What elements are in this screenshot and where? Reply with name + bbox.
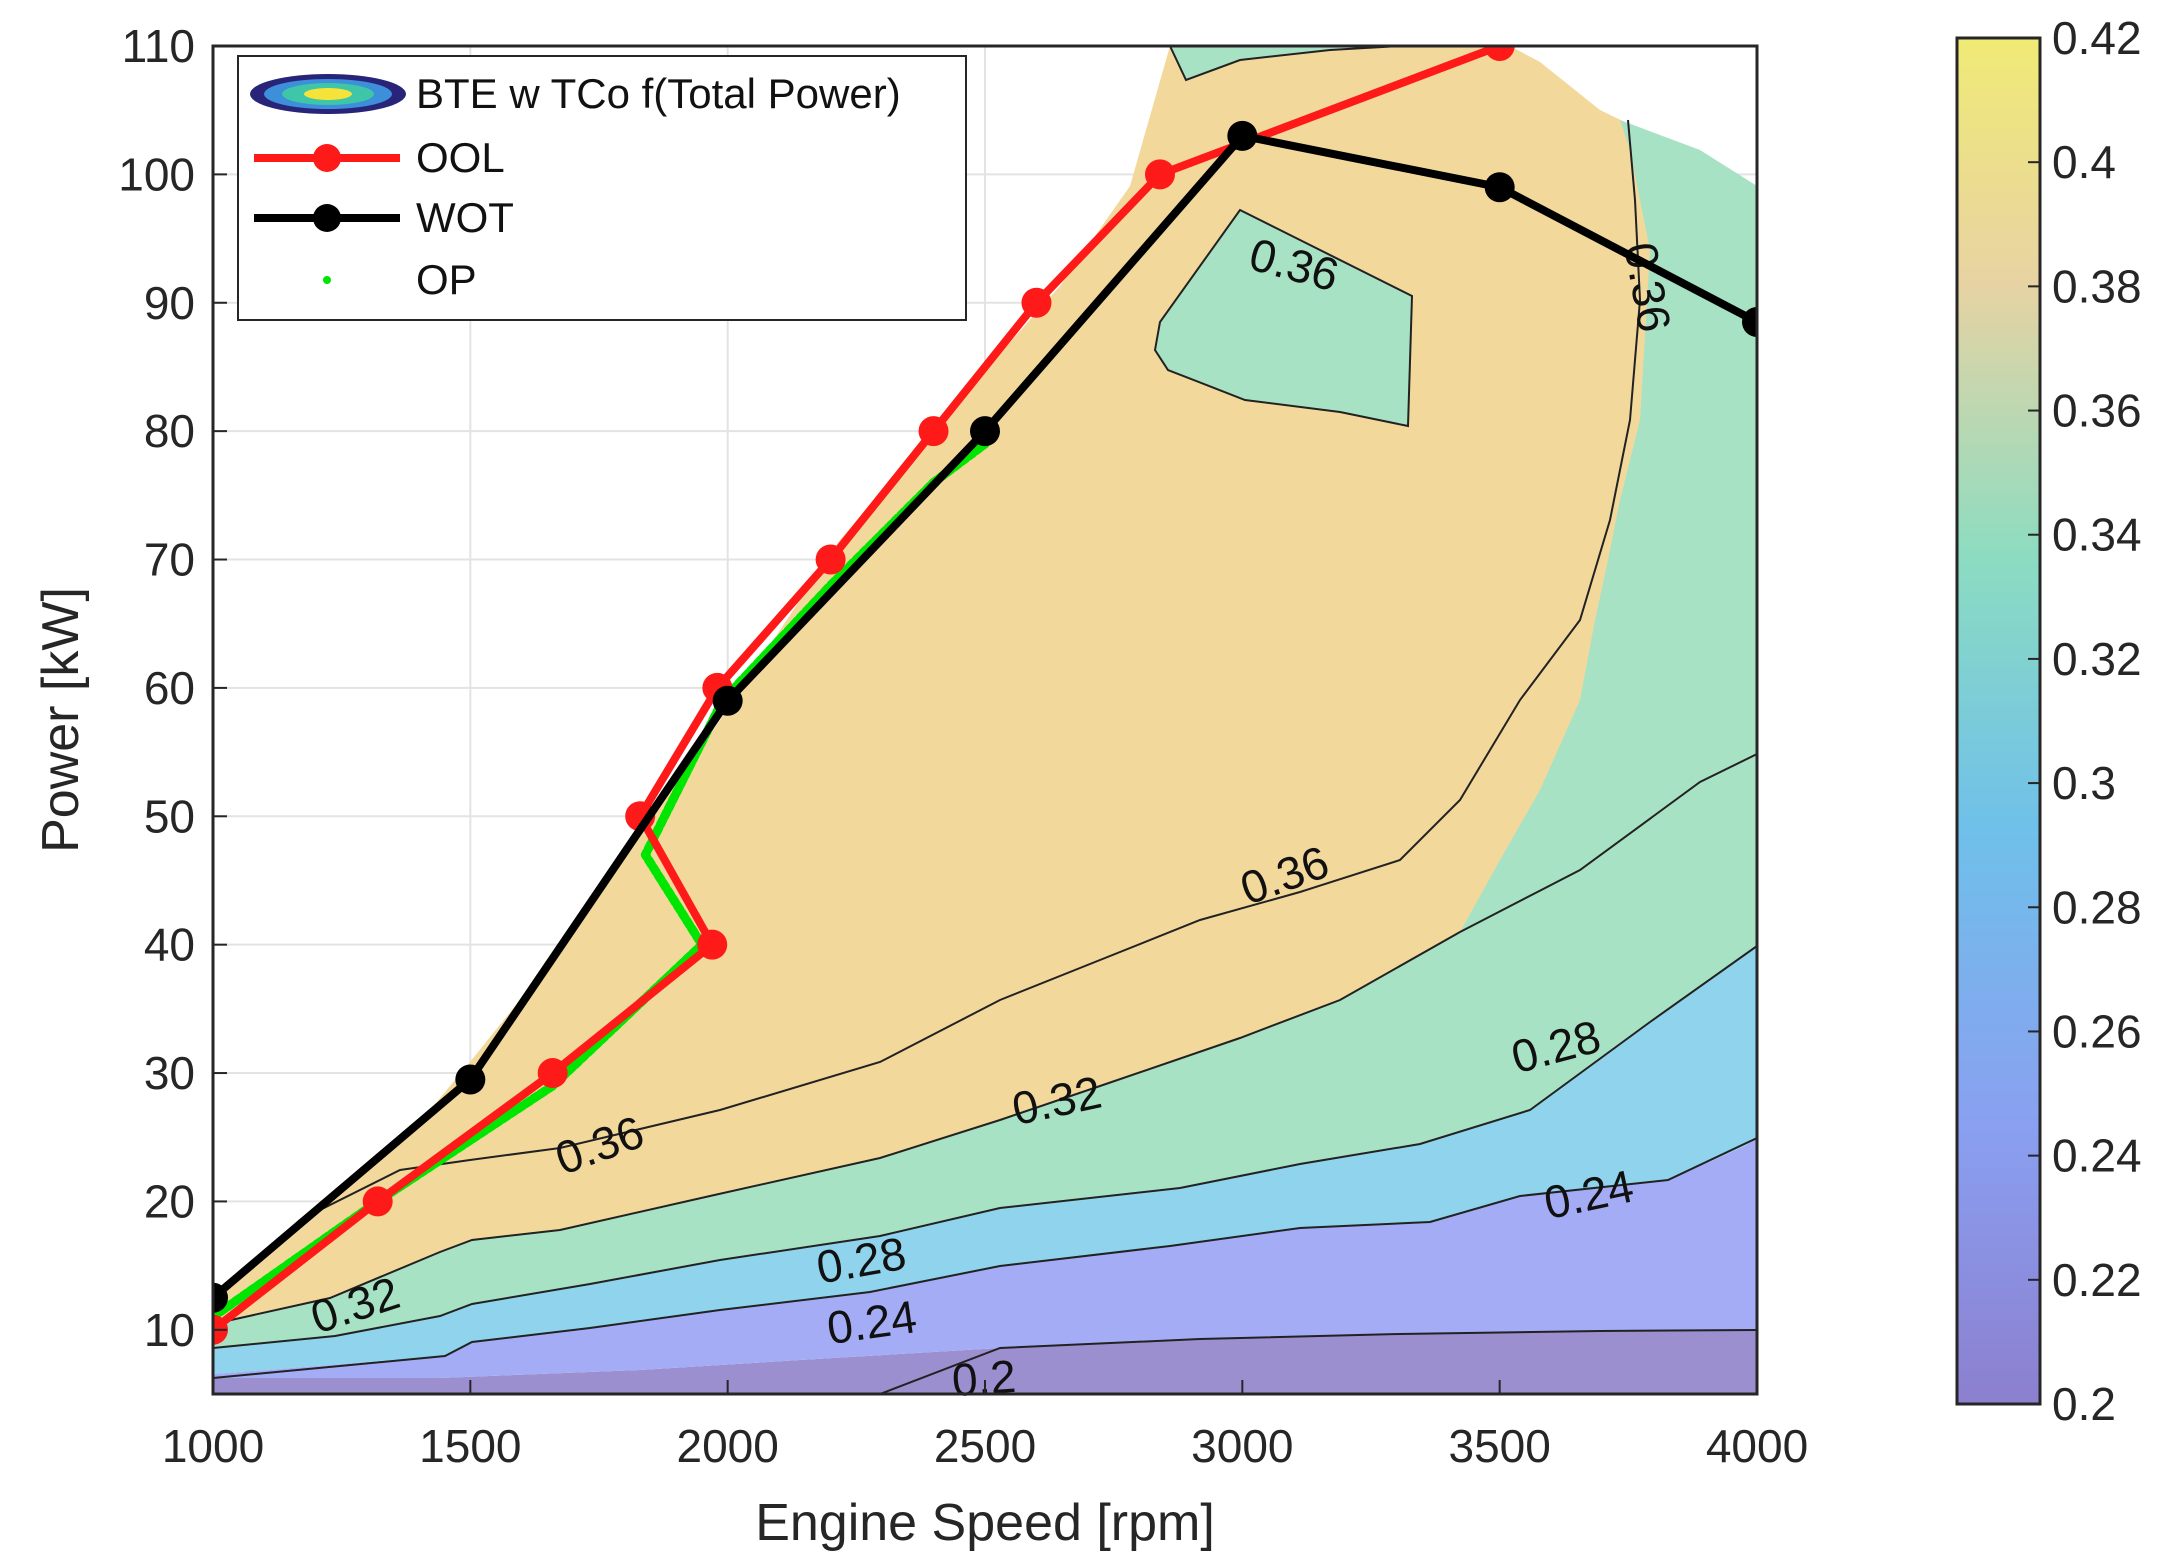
x-axis-label: Engine Speed [rpm]	[755, 1494, 1215, 1552]
wot-point	[213, 1282, 228, 1313]
wot-point	[970, 416, 1000, 447]
y-axis-label: Power [kW]	[32, 587, 90, 853]
legend-contour-icon	[250, 74, 406, 114]
isoline-0-32	[213, 753, 1757, 1325]
y-tick-label: 80	[144, 405, 195, 457]
ool-point	[697, 929, 728, 960]
x-tick-label: 1000	[162, 1420, 264, 1472]
colorbar-tick-label: 0.34	[2052, 509, 2142, 561]
colorbar-tick-label: 0.28	[2052, 881, 2142, 933]
y-tick-label: 10	[144, 1304, 195, 1356]
band-0-24-0-28	[213, 1138, 1757, 1378]
wot-point	[712, 685, 743, 716]
band-0-20-0-24	[213, 1330, 1757, 1394]
colorbar-tick-label: 0.32	[2052, 633, 2142, 685]
colorbar: 0.2 0.22 0.24 0.26 0.28 0.3 0.32 0.34 0.36 0.38 0.…	[1955, 12, 2142, 1430]
contour-island-0-36	[1153, 208, 1414, 428]
y-tick-label: 20	[144, 1175, 195, 1227]
contour-label: 0.24	[824, 1290, 920, 1354]
y-tick-label: 50	[144, 790, 195, 842]
isoline-0-28	[213, 945, 1757, 1349]
legend-ool-marker	[313, 144, 341, 172]
colorbar-tick-label: 0.4	[2052, 136, 2116, 188]
y-axis-ticks: 10 20 30 40 50 60 70 80 90 100 110	[118, 20, 227, 1356]
isoline-0-36-lower	[213, 119, 1642, 1303]
colorbar-tick-label: 0.38	[2052, 260, 2142, 312]
colorbar-ticks: 0.2 0.22 0.24 0.26 0.28 0.3 0.32 0.34 0.36 0.38 0.…	[2028, 12, 2142, 1430]
x-tick-label: 4000	[1706, 1420, 1808, 1472]
colorbar-tick-label: 0.3	[2052, 757, 2116, 809]
ool-point	[918, 416, 949, 447]
legend-op-marker	[323, 276, 331, 284]
wot-point	[1742, 307, 1757, 338]
series-layer	[213, 46, 1757, 1345]
ool-point	[1484, 46, 1515, 61]
x-tick-label: 2500	[934, 1420, 1036, 1472]
colorbar-box	[1955, 36, 2042, 1406]
colorbar-tick-label: 0.22	[2052, 1254, 2142, 1306]
ool-point	[1021, 287, 1052, 318]
ool-point	[362, 1186, 393, 1217]
contour-lines	[213, 46, 1757, 1394]
ool-point	[537, 1058, 568, 1089]
wot-point	[1484, 172, 1515, 203]
ool-point	[1144, 159, 1175, 190]
y-tick-label: 30	[144, 1047, 195, 1099]
band-0-32-0-36	[213, 754, 1757, 1348]
x-tick-label: 1500	[419, 1420, 521, 1472]
x-tick-label: 2000	[676, 1420, 778, 1472]
legend: BTE w TCo f(Total Power) OOL WOT OP	[237, 55, 967, 321]
y-tick-label: 110	[122, 20, 195, 72]
ool-point	[815, 544, 846, 575]
y-tick-label: 100	[118, 148, 195, 200]
colorbar-tick-label: 0.26	[2052, 1005, 2142, 1057]
colorbar-tick-label: 0.42	[2052, 12, 2142, 64]
band-0-28-0-32	[213, 946, 1757, 1374]
colorbar-tick-label: 0.36	[2052, 385, 2142, 437]
y-tick-label: 40	[144, 919, 195, 971]
legend-label-ool: OOL	[416, 134, 505, 181]
colorbar-tick-label: 0.24	[2052, 1130, 2142, 1182]
y-tick-label: 60	[144, 662, 195, 714]
contour-region-right	[1595, 120, 1757, 620]
legend-label-bte: BTE w TCo f(Total Power)	[416, 70, 901, 117]
contour-bands	[213, 46, 1757, 1394]
x-axis-ticks: 1000 1500 2000 2500 3000 3500 4000	[162, 1380, 1808, 1472]
contour-region-right-lower	[1460, 620, 1757, 932]
legend-label-op: OP	[416, 256, 477, 303]
y-tick-label: 90	[144, 277, 195, 329]
colorbar-tick-label: 0.2	[2052, 1378, 2116, 1430]
isoline-0-2	[879, 1329, 1757, 1394]
wot-point	[455, 1064, 486, 1095]
isoline-0-24	[213, 1137, 1757, 1379]
contour-region-top	[1170, 46, 1400, 80]
x-tick-label: 3000	[1191, 1420, 1293, 1472]
x-tick-label: 3500	[1448, 1420, 1550, 1472]
legend-label-wot: WOT	[416, 194, 514, 241]
isoline-0-36-top	[1169, 46, 1401, 82]
wot-point	[1227, 120, 1258, 151]
contour-label: 0.2	[950, 1350, 1017, 1406]
y-tick-label: 70	[144, 534, 195, 586]
legend-wot-marker	[313, 204, 341, 232]
